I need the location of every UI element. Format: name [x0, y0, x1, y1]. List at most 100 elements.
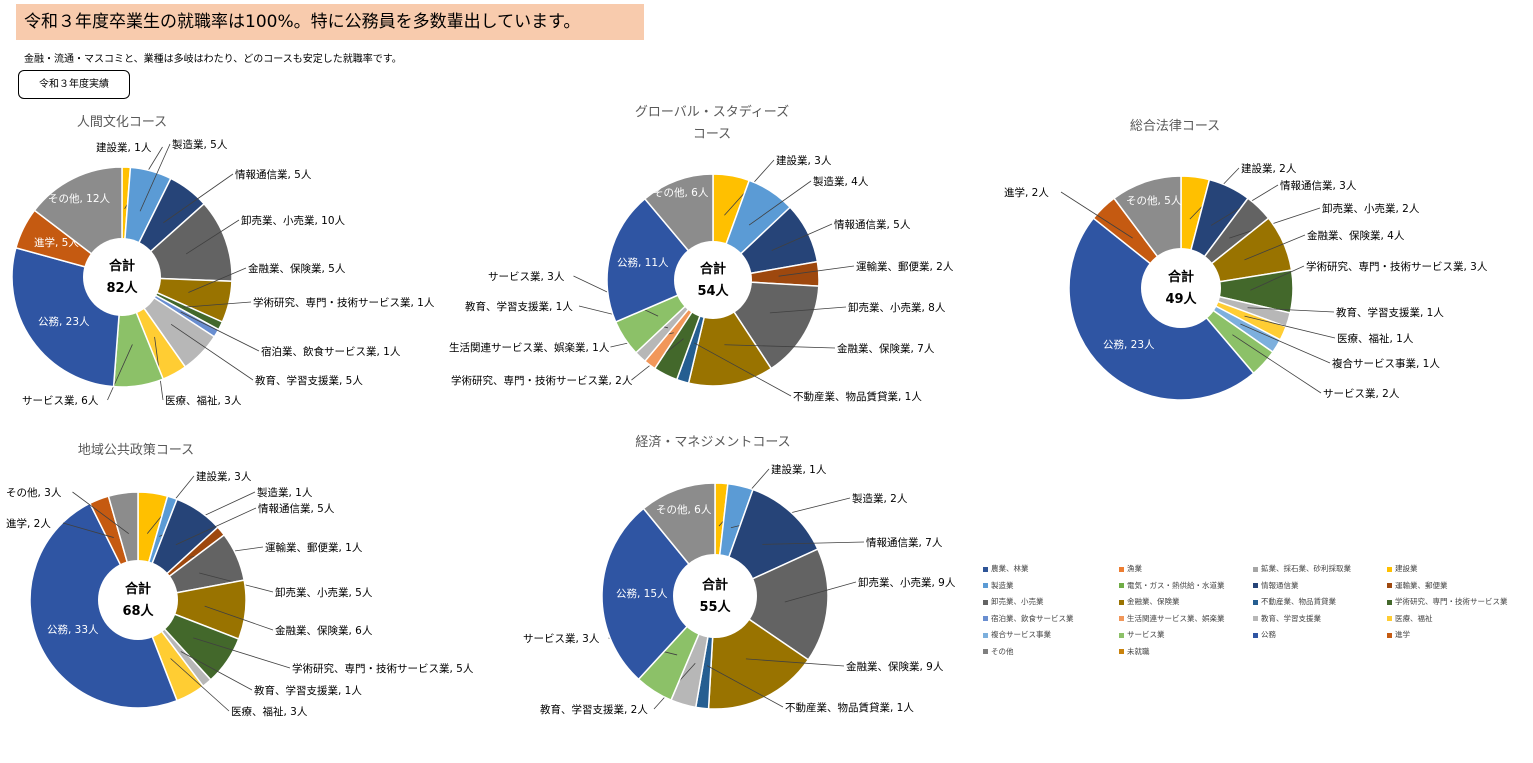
legend-swatch	[1253, 632, 1258, 638]
leader-line	[769, 306, 847, 314]
legend-label: 建設業	[1395, 564, 1418, 573]
slice-data-label: サービス業, 2人	[1323, 387, 1400, 400]
pie-slice	[601, 507, 716, 681]
legend-swatch	[983, 649, 988, 654]
slice-data-label: 学術研究、専門・技術サービス業, 2人	[451, 374, 633, 387]
pie-center-hole	[98, 560, 178, 640]
page-headline: 令和３年度卒業生の就職率は100%。特に公務員を多数輩出しています。	[16, 4, 644, 40]
leader-line	[180, 311, 260, 352]
slice-data-label: 製造業, 4人	[813, 175, 869, 188]
leader-line	[193, 637, 291, 669]
chart-title: 総合法律コース	[1130, 119, 1220, 134]
legend-item: 卸売業、小売業	[983, 596, 1044, 607]
legend-swatch	[1253, 583, 1258, 588]
legend-label: 製造業	[991, 580, 1014, 590]
slice-data-label: 公務, 15人	[616, 587, 668, 600]
leader-line	[1247, 307, 1335, 313]
legend-item: その他	[983, 646, 1014, 657]
slice-data-label: 宿泊業、飲食サービス業, 1人	[261, 345, 401, 358]
leader-line	[175, 507, 257, 546]
slice-data-label: 金融業、保険業, 4人	[1307, 229, 1405, 242]
leader-line	[778, 265, 855, 277]
center-label: 合計	[702, 577, 728, 593]
leader-line	[139, 143, 171, 212]
leader-line	[170, 323, 254, 381]
legend-item: 建設業	[1387, 563, 1418, 574]
legend-label: 金融業、保険業	[1127, 597, 1180, 606]
slice-data-label: 医療、福祉, 1人	[1337, 332, 1414, 345]
legend-item: 鉱業、採石業、砂利採取業	[1253, 563, 1351, 574]
slice-data-label: 製造業, 1人	[257, 486, 313, 499]
center-label: 合計	[109, 258, 135, 274]
legend-swatch	[983, 616, 988, 621]
leader-line	[1232, 334, 1322, 394]
slice-data-label: 情報通信業, 5人	[235, 168, 312, 181]
legend-item: 金融業、保険業	[1119, 596, 1180, 607]
leader-line	[745, 658, 845, 667]
legend-label: 教育、学習支援業	[1261, 613, 1321, 623]
legend-swatch	[1387, 632, 1392, 638]
leader-line	[107, 344, 133, 401]
legend-item: 漁業	[1119, 563, 1142, 574]
slice-data-label: 情報通信業, 7人	[866, 536, 943, 549]
legend-item: 製造業	[983, 580, 1014, 591]
slice-data-label: サービス業, 6人	[22, 394, 99, 407]
legend-label: 未就職	[1127, 646, 1150, 656]
leader-line	[72, 491, 129, 535]
pie-center-hole	[674, 241, 752, 319]
leader-line	[183, 301, 252, 308]
legend-swatch	[1119, 632, 1124, 638]
legend-swatch	[983, 599, 988, 605]
legend-label: 農業、林業	[991, 564, 1029, 573]
legend-label: 学術研究、専門・技術サービス業	[1395, 597, 1508, 606]
slice-data-label: 製造業, 5人	[172, 138, 228, 151]
chart-title: 人間文化コース	[77, 115, 167, 130]
slice-data-label: 不動産業、物品賃貸業, 1人	[793, 390, 922, 403]
leader-line	[762, 541, 865, 545]
slice-data-label: 情報通信業, 5人	[834, 218, 911, 231]
pie-center-hole	[673, 554, 757, 638]
legend-label: 鉱業、採石業、砂利採取業	[1261, 564, 1351, 573]
page-subtext: 金融・流通・マスコミと、業種は多岐はわたり、どのコースも安定した就職率です。	[24, 54, 402, 65]
leader-line	[180, 651, 253, 691]
slice-data-label: 建設業, 1人	[771, 463, 827, 476]
legend-swatch	[1253, 616, 1258, 621]
slice-data-label: 教育、学習支援業, 2人	[540, 703, 648, 716]
chart-title: 経済・マネジメントコース	[635, 434, 790, 450]
slice-data-label: 複合サービス事業, 1人	[1332, 357, 1440, 370]
slice-data-label: 進学, 5人	[34, 236, 79, 249]
slice-data-label: 卸売業、小売業, 10人	[241, 214, 346, 227]
legend-swatch	[1253, 566, 1258, 572]
center-total: 54人	[697, 283, 729, 299]
slice-data-label: その他, 6人	[653, 186, 709, 199]
leader-line	[188, 267, 247, 293]
legend-label: その他	[991, 646, 1014, 656]
legend-label: 公務	[1261, 630, 1276, 639]
slice-data-label: 公務, 11人	[617, 256, 669, 269]
leader-line	[62, 522, 114, 538]
legend-item: 農業、林業	[983, 563, 1029, 574]
chart-title: グローバル・スタディーズ	[635, 104, 789, 120]
legend-item: 不動産業、物品賃貸業	[1253, 596, 1336, 607]
legend-label: 漁業	[1127, 564, 1142, 573]
legend-label: 生活関連サービス業、娯楽業	[1127, 613, 1225, 623]
legend-swatch	[1119, 599, 1124, 605]
pie-center-hole	[83, 238, 161, 316]
leader-line	[185, 219, 240, 255]
leader-line	[771, 223, 833, 251]
leader-line	[1244, 315, 1336, 339]
slice-data-label: その他, 5人	[1126, 194, 1182, 207]
legend-item: 情報通信業	[1253, 580, 1299, 591]
slice-data-label: サービス業, 3人	[523, 632, 600, 645]
slice-data-label: 不動産業、物品賃貸業, 1人	[785, 701, 914, 714]
slice-data-label: 教育、学習支援業, 1人	[465, 300, 573, 313]
center-total: 49人	[1165, 291, 1197, 307]
legend-item: 進学	[1387, 629, 1410, 640]
legend-swatch	[1387, 566, 1392, 572]
legend-item: 運輸業、郵便業	[1387, 580, 1448, 591]
pie-center-hole	[1141, 248, 1221, 328]
